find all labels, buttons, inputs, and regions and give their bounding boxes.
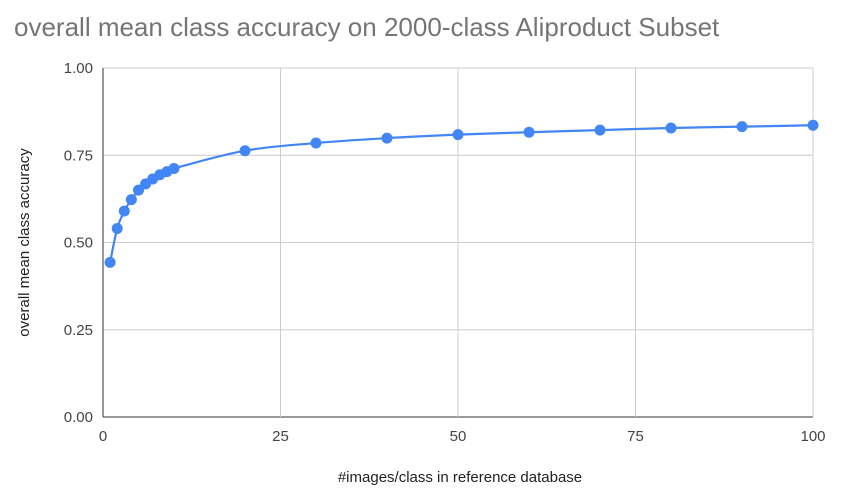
data-point <box>736 121 748 133</box>
y-tick-label: 0.75 <box>64 147 93 164</box>
data-point <box>381 132 393 144</box>
y-tick-label: 1.00 <box>64 60 93 77</box>
data-point <box>665 122 677 134</box>
y-tick-label: 0.25 <box>64 322 93 339</box>
data-point <box>310 137 322 149</box>
data-point <box>807 119 819 131</box>
y-tick-label: 0.00 <box>64 409 93 426</box>
x-tick-label: 75 <box>627 428 644 445</box>
data-point <box>168 163 180 175</box>
x-axis-title: #images/class in reference database <box>338 469 582 486</box>
x-tick-label: 50 <box>450 428 467 445</box>
data-point <box>594 124 606 136</box>
data-point <box>239 145 251 157</box>
y-axis-title: overall mean class accuracy <box>16 148 33 337</box>
data-point <box>125 194 137 206</box>
data-point <box>118 205 130 217</box>
chart-title: overall mean class accuracy on 2000-clas… <box>14 12 720 42</box>
data-point <box>523 126 535 138</box>
data-point <box>452 129 464 141</box>
data-point <box>111 223 123 235</box>
series-line <box>109 124 814 263</box>
data-point <box>133 184 144 196</box>
data-point <box>104 256 116 268</box>
y-tick-label: 0.50 <box>64 235 93 252</box>
x-tick-label: 100 <box>800 428 825 445</box>
x-tick-label: 0 <box>99 428 107 445</box>
x-tick-label: 25 <box>272 428 289 445</box>
